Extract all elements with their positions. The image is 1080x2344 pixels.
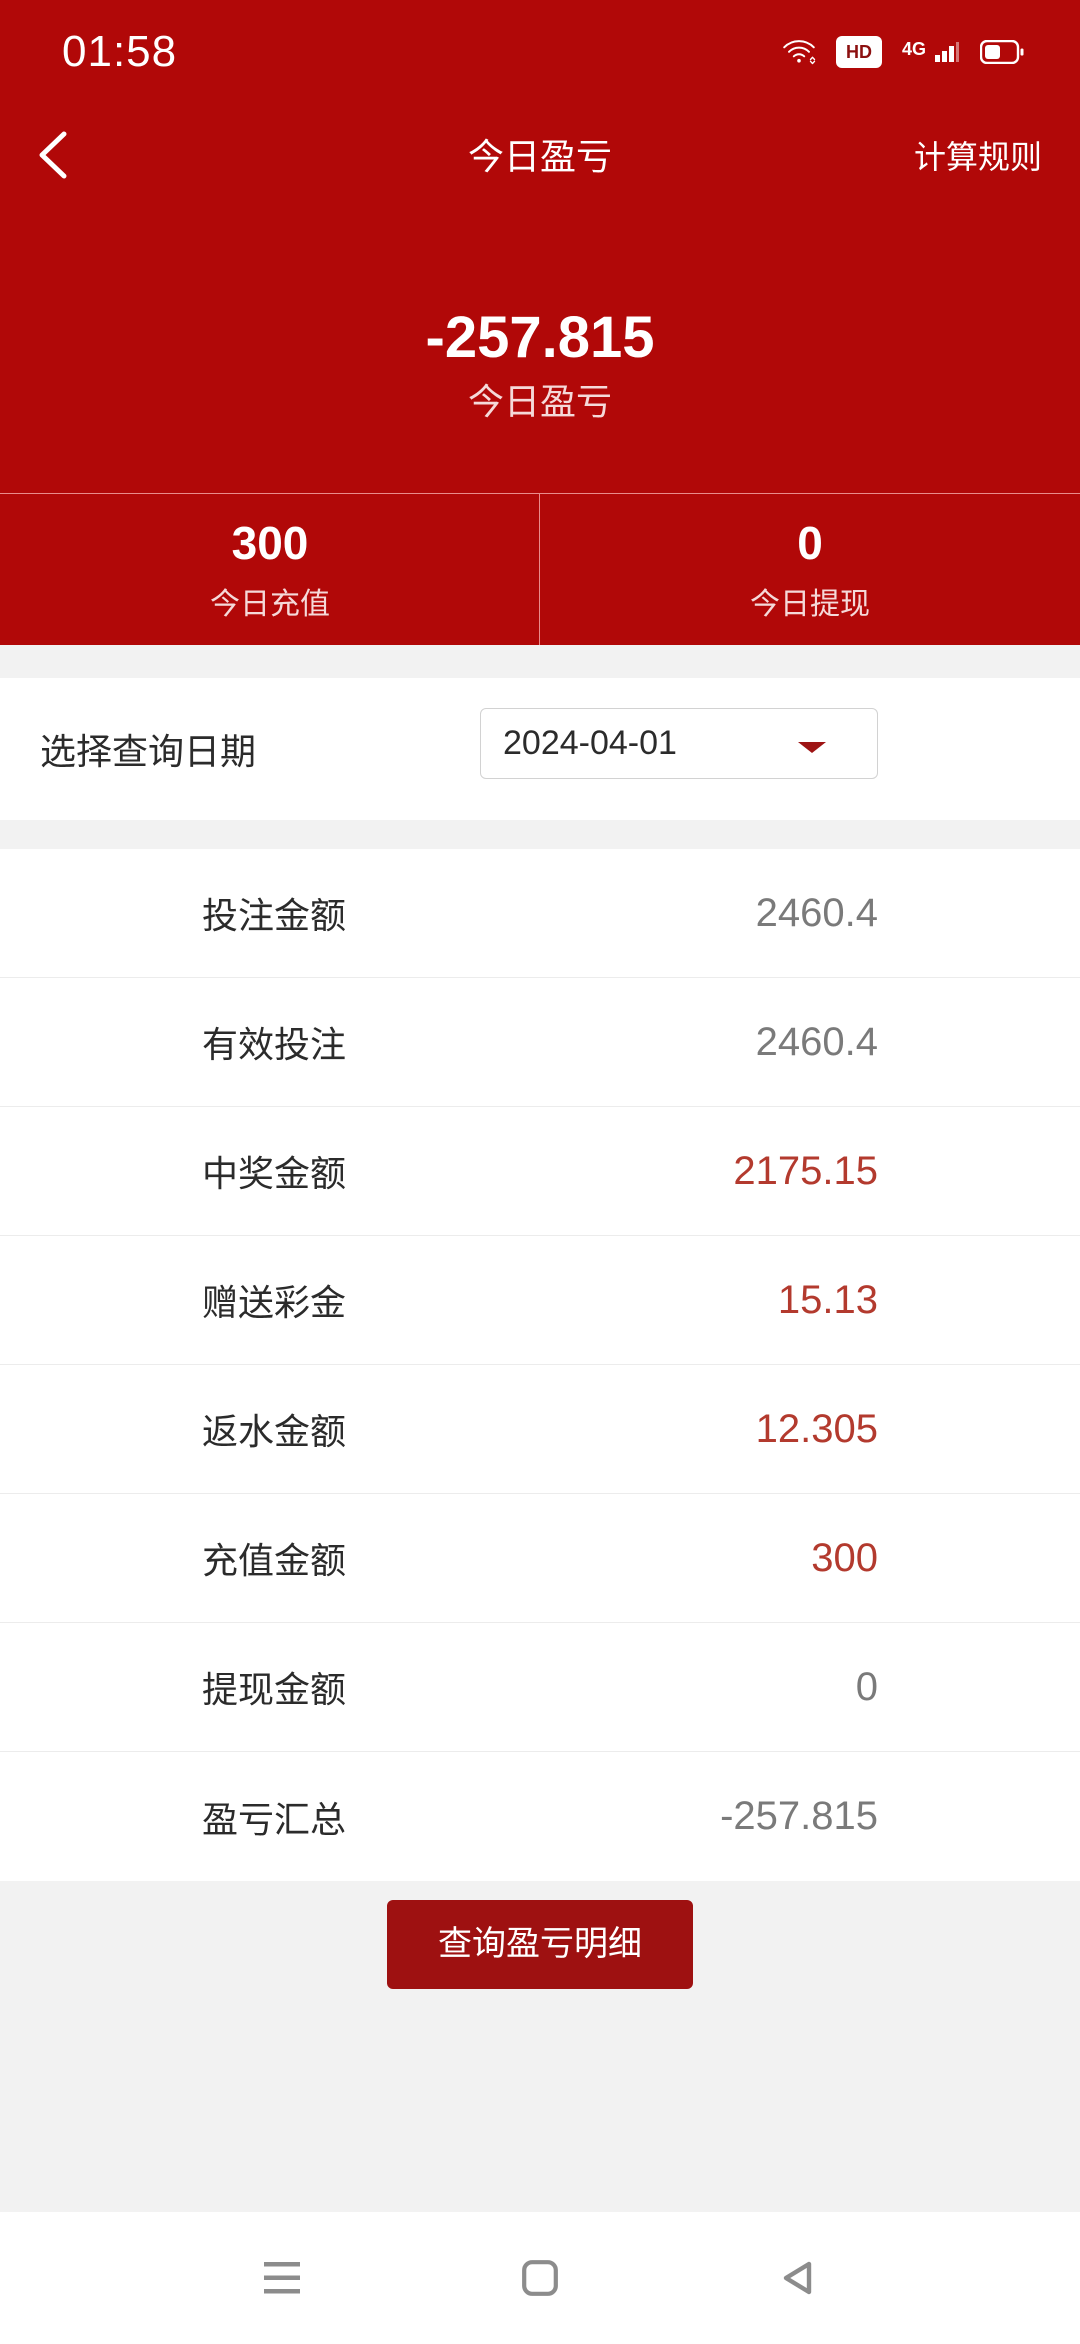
svg-text:4G: 4G <box>902 39 926 59</box>
